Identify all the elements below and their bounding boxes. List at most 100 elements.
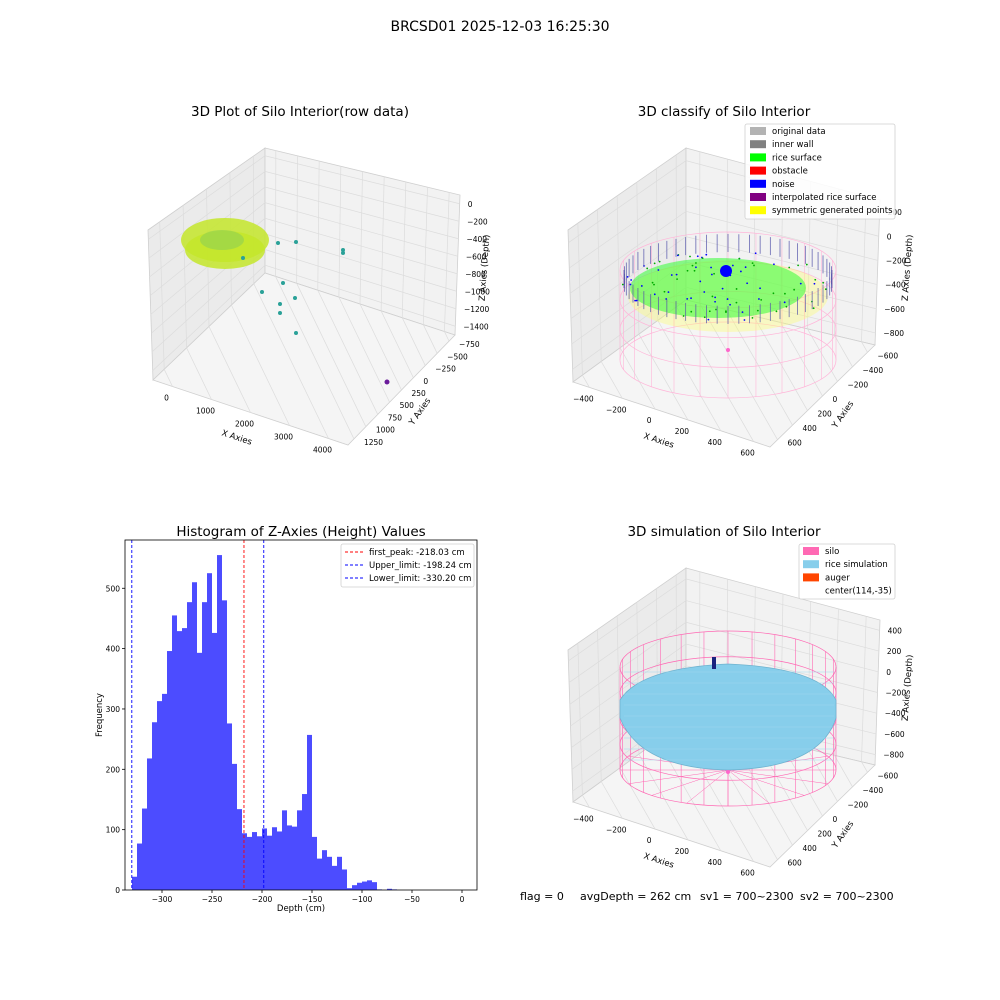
histogram-bar xyxy=(302,794,307,890)
histogram-x-tick-label: −50 xyxy=(404,895,420,904)
classify-point xyxy=(756,309,759,312)
histogram-bar xyxy=(137,843,142,890)
classify-grid-line xyxy=(569,185,879,269)
classify-legend-label: rice surface xyxy=(772,153,822,163)
simulation-z-tick-label: 0 xyxy=(886,668,891,677)
classify-point xyxy=(746,282,749,285)
raw-z-tick-label: −1200 xyxy=(464,305,490,314)
classify-point xyxy=(711,295,714,298)
simulation-grid-line xyxy=(568,600,880,683)
classify-y-tick-label: 0 xyxy=(833,395,838,404)
classify-point xyxy=(651,281,654,284)
classify-point xyxy=(690,297,692,300)
simulation-silo-floor-spoke xyxy=(727,769,805,796)
classify-point xyxy=(626,275,629,278)
histogram-bar xyxy=(297,810,302,890)
raw-z-tick-label: −600 xyxy=(466,252,487,261)
histogram-bar xyxy=(287,825,292,890)
classify-point xyxy=(629,283,632,286)
classify-point xyxy=(690,310,693,313)
classify-point xyxy=(751,316,754,319)
classify-point xyxy=(773,263,775,266)
classify-point xyxy=(658,260,661,263)
classify-grid-line xyxy=(616,195,621,348)
histogram-bar xyxy=(232,763,237,890)
raw-grid-line xyxy=(253,283,329,439)
histogram-bar xyxy=(257,836,262,890)
classify-point xyxy=(695,262,697,264)
simulation-rice-surface xyxy=(619,663,837,771)
histogram-bar xyxy=(177,631,182,890)
classify-points xyxy=(619,231,837,399)
classify-legend-label: inner wall xyxy=(772,140,813,150)
raw-grid-line xyxy=(275,276,355,440)
histogram-bar xyxy=(342,869,347,890)
histogram-bar xyxy=(312,836,317,890)
raw-x-tick-label: 3000 xyxy=(274,433,293,442)
classify-point xyxy=(713,272,715,275)
simulation-silo-floor-spoke xyxy=(727,769,770,804)
classify-point xyxy=(726,298,729,300)
classify-rice-surface xyxy=(630,258,806,318)
classify-point xyxy=(775,310,778,313)
raw-grid-line xyxy=(182,205,187,348)
classify-point xyxy=(784,292,786,295)
classify-point xyxy=(693,269,696,272)
histogram-bar xyxy=(362,881,367,890)
classify-y-tick-label: −600 xyxy=(878,351,899,360)
classify-point xyxy=(676,278,678,280)
histogram-y-tick-label: 400 xyxy=(106,645,121,654)
simulation-legend-box xyxy=(798,543,896,600)
classify-point xyxy=(708,310,711,313)
classify-point xyxy=(751,262,754,265)
raw-z-tick-label: 0 xyxy=(468,200,473,209)
histogram-bar xyxy=(322,850,327,890)
histogram-x-tick-label: −150 xyxy=(302,895,323,904)
raw-z-tick-label: −1400 xyxy=(463,322,489,331)
histogram-bar xyxy=(197,652,202,890)
classify-noise-cluster xyxy=(720,265,732,277)
raw-grid-line xyxy=(444,331,450,342)
raw-y-tick-label: 500 xyxy=(400,401,415,410)
classify-point xyxy=(710,266,712,269)
simulation-y-tick-label: −600 xyxy=(878,771,899,780)
raw-grid-line xyxy=(152,264,456,371)
histogram-legend: first_peak: -218.03 cm Upper_limit: -198.… xyxy=(340,543,475,588)
simulation-legend-label: silo xyxy=(825,547,839,557)
raw-y-tick-label: 1250 xyxy=(364,438,383,447)
classify-z-tick-label: −400 xyxy=(885,281,906,290)
classify-point xyxy=(653,293,656,296)
classify-grid-line xyxy=(807,328,838,382)
simulation-legend-swatch xyxy=(803,560,819,569)
classify-point xyxy=(634,299,637,302)
classify-point xyxy=(703,291,706,293)
classify-point xyxy=(653,262,656,265)
classify-grid-line xyxy=(569,210,879,294)
classify-point xyxy=(689,255,691,258)
simulation-y-tick-label: 0 xyxy=(833,815,838,824)
classify-grid-line xyxy=(861,341,868,353)
histogram-y-tick-label: 200 xyxy=(106,765,121,774)
simulation-x-tick-label: −200 xyxy=(606,825,627,834)
raw-y-tick-label: 250 xyxy=(412,389,427,398)
simulation-z-axis-title: Z Axies (Depth) xyxy=(901,654,916,721)
histogram-bar xyxy=(337,856,342,890)
histogram-bar xyxy=(387,888,392,890)
classify-point xyxy=(799,282,802,285)
classify-legend-label: symmetric generated points xyxy=(772,206,893,216)
classify-point xyxy=(814,278,817,281)
classify-point xyxy=(686,269,689,272)
histogram-bar xyxy=(252,832,257,890)
raw-grid-line xyxy=(359,171,363,305)
histogram-bar xyxy=(372,882,377,890)
classify-point xyxy=(754,252,757,255)
histogram-bar xyxy=(367,880,372,890)
histogram-bar xyxy=(147,758,152,890)
histogram-bar xyxy=(317,858,322,890)
raw-grid-line xyxy=(186,347,212,400)
classify-grid-line xyxy=(780,322,823,397)
raw-grid-line xyxy=(422,187,428,325)
classify-grid-line xyxy=(619,347,656,410)
raw-data-point xyxy=(276,241,280,245)
classify-point xyxy=(824,288,827,291)
